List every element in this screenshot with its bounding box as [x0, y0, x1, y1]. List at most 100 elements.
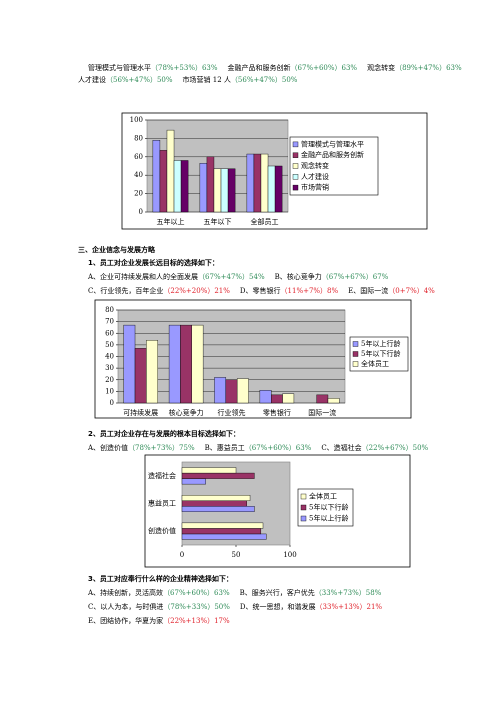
x-tick-label: 零售银行 [263, 408, 291, 417]
question-title: 2、员工对企业存在与发展的根本目标选择如下： [88, 429, 240, 439]
y-tick-label: 60 [134, 153, 143, 161]
legend-label: 金融产品和服务创新 [301, 150, 364, 159]
legend-label: 5年以上行龄 [361, 339, 400, 348]
y-tick-label: 40 [134, 171, 143, 179]
y-tick-label: 惠益员工 [148, 499, 176, 508]
item-detail: （67%+47%）54% [198, 273, 265, 281]
item-label: D、零售银行 [239, 287, 281, 295]
y-tick-label: 10 [105, 387, 114, 395]
y-tick-label: 创造价值 [148, 526, 176, 535]
y-tick-label: 70 [105, 318, 114, 326]
legend-box [297, 488, 354, 527]
section-title: 三、企业信念与发展方略 [78, 245, 155, 255]
bar [173, 160, 182, 213]
bar [181, 533, 267, 540]
item-detail: （89%+47%）63% [395, 64, 462, 72]
item-detail: （67%+60%）63% [290, 64, 358, 72]
bar [213, 168, 222, 213]
bar [181, 472, 255, 479]
bar [181, 506, 255, 512]
bar [214, 377, 227, 404]
item-label: 人才建设 [78, 76, 106, 84]
legend-label: 5年以下行龄 [361, 349, 400, 358]
y-tick-label: 80 [134, 134, 143, 142]
x-tick-label: 核心竞争力 [169, 408, 204, 417]
text-line: 管理模式与管理水平（78%+53%）63% 金融产品和服务创新（67%+60%）6… [88, 63, 462, 73]
legend-swatch [292, 152, 299, 158]
y-tick-label: 0 [139, 208, 143, 216]
legend-swatch [300, 515, 307, 522]
legend-label: 5年以下行龄 [309, 503, 348, 512]
legend-swatch [292, 184, 299, 191]
legend-swatch [352, 351, 359, 357]
text-line: C、行业领先，百年企业（22%+20%）21% D、零售银行（11%+7%）8% E… [88, 286, 435, 296]
bar [166, 129, 175, 213]
legend-label: 人才建设 [301, 172, 329, 181]
bar [199, 163, 208, 213]
item-detail: （33%+73%）58% [314, 589, 382, 597]
item-label: A、创造价值 [88, 444, 129, 452]
y-tick-label: 40 [105, 353, 114, 361]
x-tick-label: 0 [180, 551, 184, 559]
legend-swatch [352, 341, 359, 347]
question-title: 3、员工对应奉行什么样的企业精神选择如下： [88, 574, 233, 584]
text-line: A、企业可持续发展和人的全面发展（67%+47%）54% B、核心竞争力（67%+… [88, 272, 388, 282]
legend-label: 管理模式与管理水平 [301, 139, 364, 148]
text-line: 人才建设（56%+47%）50% 市场营销 12 人（56%+47%）50% [78, 75, 297, 85]
bar [236, 378, 249, 404]
item-label: C、以人为本，与时俱进 [88, 603, 164, 611]
bar [271, 394, 283, 404]
legend-swatch [292, 163, 299, 169]
x-tick-label: 可持续发展 [123, 408, 158, 417]
item-label: B、惠益员工 [204, 444, 245, 452]
question-title: 1、员工对企业发展长远目标的选择如下： [88, 259, 219, 267]
item-detail: （0+7%）4% [388, 287, 435, 295]
x-tick-label: 五年以下 [204, 217, 232, 226]
legend-label: 市场营销 [301, 183, 329, 192]
question-title: 3、员工对应奉行什么样的企业精神选择如下： [88, 575, 233, 583]
bar [181, 467, 237, 474]
y-tick-label: 60 [105, 329, 114, 337]
question-title: 2、员工对企业存在与发展的根本目标选择如下： [88, 430, 240, 438]
legend-swatch [292, 174, 299, 180]
legend-swatch [300, 493, 307, 500]
item-detail: （22%+67%）50% [361, 444, 429, 452]
text-line: E、团结协作，华夏为家（22%+13%）17% [88, 616, 230, 626]
item-label: 管理模式与管理水平 [88, 64, 151, 72]
bar [168, 324, 181, 404]
item-label: C、造福社会 [321, 444, 362, 452]
bar [181, 522, 264, 529]
legend-label: 全体员工 [361, 359, 389, 368]
item-detail: （56%+47%）50% [106, 76, 173, 84]
bar [181, 495, 251, 501]
legend-box [349, 336, 409, 372]
item-label: 观念转变 [367, 64, 396, 72]
bar [282, 393, 295, 404]
item-detail: （78%+73%）75% [128, 444, 195, 452]
y-tick-label: 80 [105, 306, 114, 314]
bar [191, 324, 204, 404]
item-detail: （22%+20%）21% [163, 287, 230, 295]
y-tick-label: 50 [105, 341, 114, 349]
bar [181, 500, 248, 507]
question-title: 1、员工对企业发展长远目标的选择如下： [88, 258, 219, 268]
bar [134, 348, 147, 404]
item-label: B、服务兴行，客户优先 [239, 589, 315, 597]
item-label: 金融产品和服务创新 [227, 64, 291, 72]
item-detail: （78%+33%）50% [163, 603, 230, 611]
legend-swatch [292, 141, 299, 148]
legend-label: 观念转变 [301, 161, 329, 170]
item-label: A、企业可持续发展和人的全面发展 [88, 273, 199, 281]
y-tick-label: 20 [134, 190, 143, 198]
bar [267, 165, 276, 213]
legend-swatch [352, 361, 359, 367]
bar [181, 478, 206, 485]
item-detail: （11%+7%）8% [280, 287, 339, 295]
text-line: A、创造价值（78%+73%）75% B、惠益员工（67%+60%）63% C、造福… [88, 443, 428, 453]
bar [159, 150, 168, 213]
bar [316, 394, 329, 404]
bar [327, 398, 340, 404]
bar [274, 165, 283, 213]
